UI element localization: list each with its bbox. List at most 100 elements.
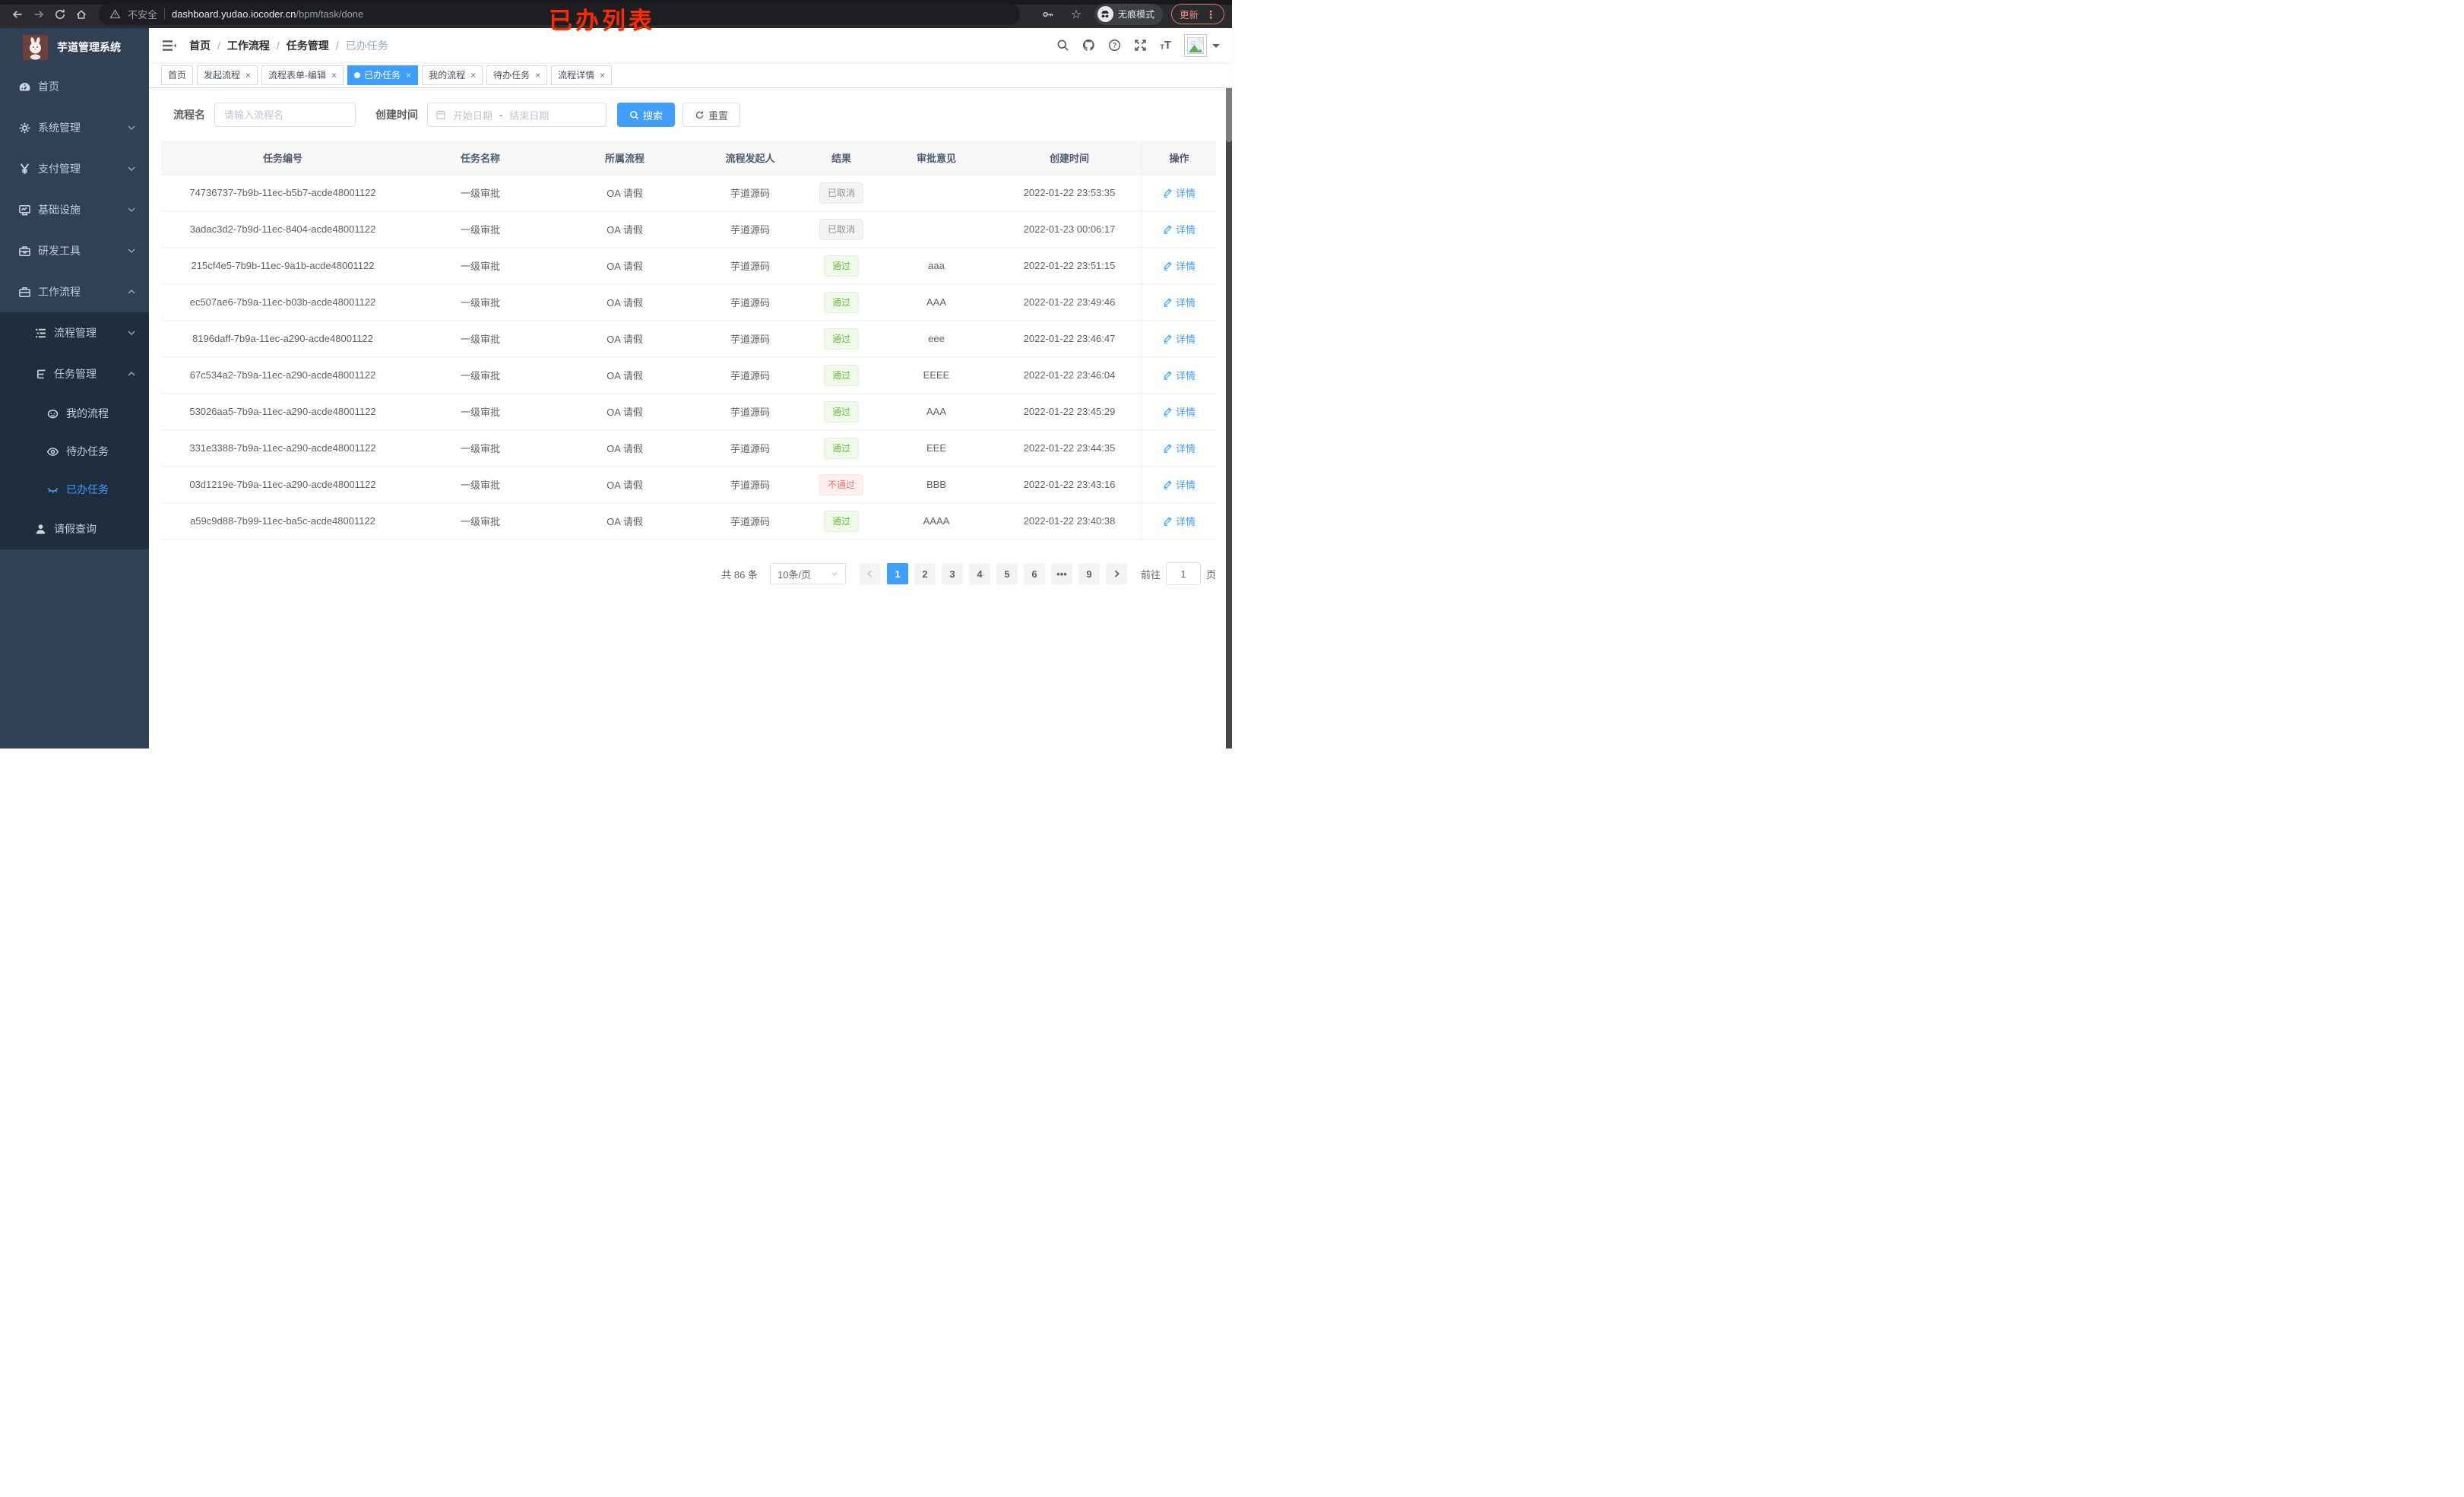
table-body: 74736737-7b9b-11ec-b5b7-acde48001122 一级审批… <box>161 175 1216 540</box>
close-icon[interactable]: × <box>245 69 252 81</box>
result-badge: 通过 <box>823 255 859 277</box>
page-button-9[interactable]: 9 <box>1078 563 1100 584</box>
sidebar-item-todo-task[interactable]: 待办任务 <box>0 432 149 470</box>
pager-prev-button[interactable] <box>859 563 881 584</box>
calendar-icon <box>435 109 446 120</box>
cell-created: 2022-01-22 23:53:35 <box>1023 187 1116 198</box>
close-icon[interactable]: × <box>406 69 412 81</box>
breadcrumb-item: 已办任务 <box>345 39 388 52</box>
home-icon[interactable] <box>71 5 91 24</box>
help-icon[interactable]: ? <box>1108 39 1121 52</box>
tab-todo-task[interactable]: 待办任务 × <box>486 65 548 85</box>
cell-id: 8196daff-7b9a-11ec-a290-acde48001122 <box>192 333 373 344</box>
sidebar-item-done-task[interactable]: 已办任务 <box>0 470 149 508</box>
detail-link[interactable]: 详情 <box>1163 477 1196 492</box>
pager-next-button[interactable] <box>1105 563 1127 584</box>
star-icon[interactable]: ☆ <box>1070 8 1082 21</box>
page-button-6[interactable]: 6 <box>1023 563 1045 584</box>
sidebar-item-task-mgmt[interactable]: 任务管理 <box>0 353 149 394</box>
page-content: 流程名 创建时间 开始日期 - 结束日期 搜索 重 <box>149 88 1232 748</box>
page-button-1[interactable]: 1 <box>886 563 908 584</box>
cell-opinion <box>876 211 997 247</box>
sidebar-item-my-process[interactable]: 我的流程 <box>0 394 149 432</box>
sidebar-item-pay[interactable]: 支付管理 <box>0 148 149 189</box>
detail-link[interactable]: 详情 <box>1163 441 1196 455</box>
process-name-input[interactable] <box>214 103 356 127</box>
goto-page-input[interactable] <box>1165 562 1201 585</box>
breadcrumb: 首页 / 工作流程 / 任务管理 / 已办任务 <box>189 38 388 53</box>
cell-action: 详情 <box>1142 430 1216 466</box>
tab-my-process[interactable]: 我的流程 × <box>422 65 483 85</box>
breadcrumb-item[interactable]: 工作流程 <box>226 39 270 52</box>
sidebar-item-home[interactable]: 首页 <box>0 66 149 107</box>
message-icon <box>44 405 61 422</box>
forward-icon[interactable] <box>29 5 49 24</box>
detail-link[interactable]: 详情 <box>1163 222 1196 236</box>
close-icon[interactable]: × <box>535 69 541 81</box>
date-range-picker[interactable]: 开始日期 - 结束日期 <box>427 103 606 127</box>
browser-menu-icon[interactable]: ⋮ <box>1205 8 1216 21</box>
sidebar-item-leave-query[interactable]: 请假查询 <box>0 508 149 549</box>
user-menu[interactable] <box>1184 33 1220 57</box>
sidebar-item-infra[interactable]: 基础设施 <box>0 189 149 230</box>
table-row: 03d1219e-7b9a-11ec-a290-acde48001122 一级审批… <box>161 467 1216 503</box>
cell-process: OA 请假 <box>606 261 643 272</box>
sidebar-fold-icon[interactable] <box>161 38 176 53</box>
breadcrumb-item[interactable]: 首页 <box>189 39 211 52</box>
reset-button[interactable]: 重置 <box>683 103 741 127</box>
page-button-5[interactable]: 5 <box>996 563 1018 584</box>
cell-result: 不通过 <box>807 467 876 502</box>
back-icon[interactable] <box>8 5 27 24</box>
detail-link[interactable]: 详情 <box>1163 514 1196 528</box>
cell-created: 2022-01-23 00:06:17 <box>1023 223 1116 235</box>
sidebar-item-system[interactable]: 系统管理 <box>0 107 149 148</box>
update-button[interactable]: 更新 ⋮ <box>1170 4 1224 24</box>
search-icon[interactable] <box>1056 39 1069 52</box>
tab-start-process[interactable]: 发起流程 × <box>197 65 258 85</box>
page-button-4[interactable]: 4 <box>968 563 990 584</box>
sidebar-item-devtools[interactable]: 研发工具 <box>0 230 149 271</box>
key-icon[interactable] <box>1038 5 1058 24</box>
sidebar-item-workflow[interactable]: 工作流程 <box>0 271 149 312</box>
detail-link[interactable]: 详情 <box>1163 185 1196 200</box>
table-row: 215cf4e5-7b9b-11ec-9a1b-acde48001122 一级审批… <box>161 248 1216 284</box>
detail-link[interactable]: 详情 <box>1163 331 1196 346</box>
page-size-select[interactable]: 10条/页 <box>769 563 846 584</box>
sidebar-item-process-mgmt[interactable]: 流程管理 <box>0 312 149 353</box>
detail-link[interactable]: 详情 <box>1163 258 1196 273</box>
page-scrollbar[interactable] <box>1226 28 1232 748</box>
detail-link[interactable]: 详情 <box>1163 404 1196 419</box>
logo-row[interactable]: 芋道管理系统 <box>0 28 149 66</box>
close-icon[interactable]: × <box>331 69 337 81</box>
detail-label: 详情 <box>1175 443 1196 454</box>
page-ellipsis[interactable]: ••• <box>1050 563 1072 584</box>
reload-icon[interactable] <box>50 5 70 24</box>
detail-link[interactable]: 详情 <box>1163 295 1196 309</box>
tab-process-detail[interactable]: 流程详情 × <box>551 65 613 85</box>
search-button[interactable]: 搜索 <box>617 103 676 127</box>
fullscreen-icon[interactable] <box>1134 39 1147 52</box>
url-host: dashboard.yudao.iocoder.cn <box>172 8 296 20</box>
tab-label: 已办任务 <box>364 70 401 81</box>
cell-action: 详情 <box>1142 248 1216 283</box>
close-icon[interactable]: × <box>600 69 606 81</box>
page-button-3[interactable]: 3 <box>941 563 963 584</box>
github-icon[interactable] <box>1082 39 1095 52</box>
address-bar[interactable]: 不安全 dashboard.yudao.iocoder.cn/bpm/task/… <box>99 3 1020 25</box>
tab-home[interactable]: 首页 <box>161 65 194 85</box>
tab-done-task[interactable]: 已办任务 × <box>347 65 419 85</box>
page-button-2[interactable]: 2 <box>914 563 936 584</box>
close-icon[interactable]: × <box>470 69 477 81</box>
detail-label: 详情 <box>1175 224 1196 236</box>
cell-id: a59c9d88-7b99-11ec-ba5c-acde48001122 <box>190 515 375 527</box>
detail-link[interactable]: 详情 <box>1163 368 1196 382</box>
cell-result: 已取消 <box>807 211 876 247</box>
cell-result: 通过 <box>807 248 876 283</box>
breadcrumb-item[interactable]: 任务管理 <box>286 39 329 52</box>
tab-form-edit[interactable]: 流程表单-编辑 × <box>261 65 344 85</box>
cell-action: 详情 <box>1142 467 1216 502</box>
edit-icon <box>1163 188 1173 198</box>
cell-action: 详情 <box>1142 357 1216 393</box>
table-row: 3adac3d2-7b9d-11ec-8404-acde48001122 一级审批… <box>161 211 1216 248</box>
